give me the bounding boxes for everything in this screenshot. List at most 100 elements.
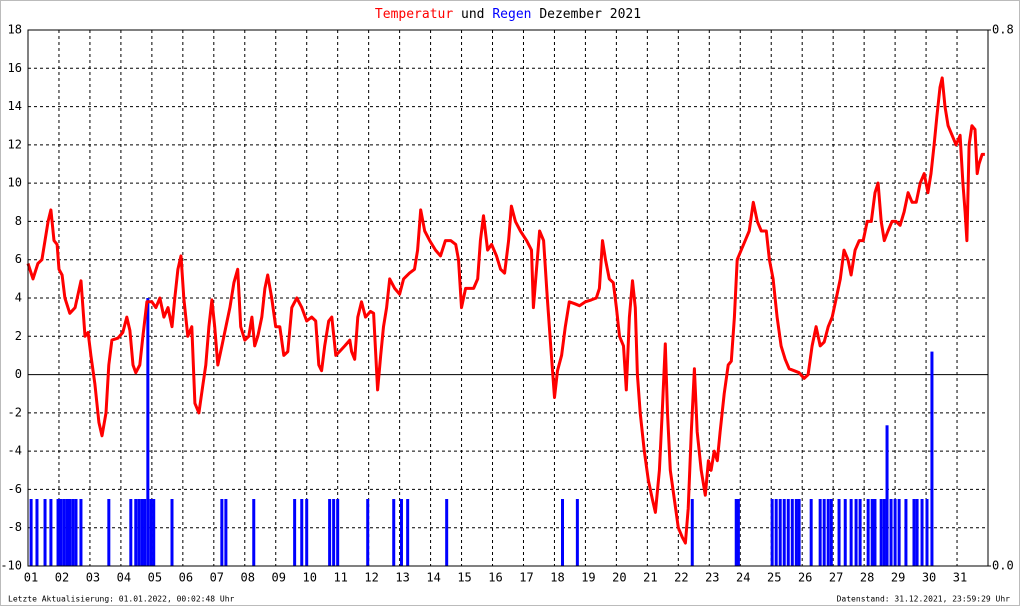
rain-bar [889,499,893,566]
rain-bar [137,499,141,566]
x-tick-label: 31 [953,571,967,585]
rain-bar [774,499,778,566]
y2-tick-label: 0.8 [992,23,1014,37]
rain-bar [822,499,826,566]
rain-bar [826,499,830,566]
y-tick-label: 10 [8,176,22,190]
temperature-line [26,76,985,545]
x-tick-label: 02 [55,571,69,585]
rain-bar [818,499,822,566]
x-tick-label: 17 [519,571,533,585]
y-tick-label: 18 [8,23,22,37]
rain-bar [107,499,111,566]
rain-bar [305,499,309,566]
x-tick-label: 01 [24,571,38,585]
y-tick-label: -6 [8,482,22,496]
rain-bar [930,351,934,566]
y-tick-label: 2 [15,329,22,343]
rain-bar [62,499,66,566]
rain-bar [224,499,228,566]
x-tick-label: 20 [612,571,626,585]
x-tick-label: 23 [705,571,719,585]
x-tick-label: 26 [798,571,812,585]
title-text: Dezember 2021 [539,7,641,22]
rain-bar [870,499,874,566]
rain-bar [406,499,410,566]
rain-bar [445,499,449,566]
plot-frame [27,29,989,567]
rain-bar [915,499,919,566]
y2-tick-label: 0.0 [992,559,1014,573]
x-tick-label: 29 [891,571,905,585]
rain-bar [220,499,224,566]
rain-bar [837,499,841,566]
y-tick-label: 8 [15,214,22,228]
x-tick-label: 19 [581,571,595,585]
rain-bar [849,499,853,566]
rain-bar [736,499,740,566]
x-tick-label: 16 [488,571,502,585]
rain-bar [65,499,69,566]
y-tick-label: -8 [8,520,22,534]
rain-bar [843,499,847,566]
rain-bar [912,499,916,566]
x-tick-label: 18 [550,571,564,585]
rain-bar [399,499,403,566]
chart-title: Temperatur und Regen Dezember 2021 [375,7,641,22]
rain-bar [778,499,782,566]
rain-bar [794,499,798,566]
rain-bar [734,499,738,566]
rain-bar [366,499,370,566]
y-tick-label: 0 [15,367,22,381]
y-tick-label: 12 [8,137,22,151]
rain-bar [770,499,774,566]
y-tick-label: 14 [8,99,22,113]
rain-bar [690,499,694,566]
x-tick-label: 13 [395,571,409,585]
rain-bar [56,499,60,566]
rain-bar [134,499,138,566]
rain-bar [332,499,336,566]
x-tick-label: 04 [117,571,131,585]
rain-bar [71,499,75,566]
x-tick-label: 05 [148,571,162,585]
rain-bar [59,499,63,566]
x-tick-label: 09 [272,571,286,585]
y-tick-label: 16 [8,61,22,75]
rain-bar [790,499,794,566]
x-tick-label: 21 [643,571,657,585]
y-tick-label: 6 [15,252,22,266]
x-tick-label: 28 [860,571,874,585]
rain-bar [146,298,150,566]
rain-bar [797,499,801,566]
rain-bar [882,499,886,566]
y-tick-label: -4 [8,444,22,458]
x-tick-label: 10 [302,571,316,585]
rain-bar [252,499,256,566]
rain-bar [893,499,897,566]
rain-bar [879,499,883,566]
y-tick-label: -10 [0,559,22,573]
rain-bar [829,499,833,566]
rain-bar [897,499,901,566]
x-tick-label: 14 [426,571,440,585]
y-tick-label: 4 [15,291,22,305]
title-joiner: und [461,7,484,22]
x-tick-label: 22 [674,571,688,585]
x-tick-label: 25 [767,571,781,585]
rain-bar [35,499,39,566]
rain-bar [293,499,297,566]
rain-bar [904,499,908,566]
rain-bar [858,499,862,566]
rain-bar [170,499,174,566]
x-tick-label: 11 [333,571,347,585]
x-tick-label: 30 [922,571,936,585]
rain-bar [392,499,396,566]
rain-bar [129,499,133,566]
rain-bar [561,499,565,566]
x-tick-label: 06 [179,571,193,585]
title-series: Temperatur [375,7,453,22]
rain-bar [920,499,924,566]
y-tick-label: -2 [8,405,22,419]
rain-bar [885,425,889,566]
